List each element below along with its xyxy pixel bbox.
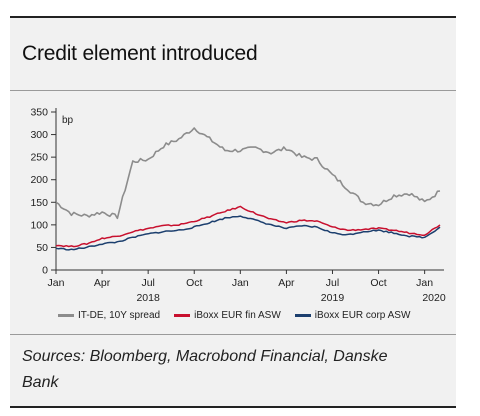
y-tick-label-150: 150 [30, 197, 48, 209]
x-tick-label-2: Jul [141, 277, 154, 289]
y-tick-label-250: 250 [30, 152, 48, 164]
line-chart: 0 50 100 150 200 250 300 350 bp Jan Apr Jul Oct Jan Ap… [30, 107, 446, 305]
x-year-label-2018: 2018 [136, 292, 160, 304]
x-tick-label-0: Jan [48, 277, 65, 289]
chart-panel: Credit element introduced 0 50 100 150 200 25… [10, 16, 456, 408]
top-divider [10, 16, 456, 18]
x-tick-label-4: Jan [232, 277, 249, 289]
series-line-fin [55, 205, 441, 248]
bottom-divider [10, 406, 456, 408]
y-tick-label-50: 50 [36, 242, 48, 254]
y-axis-unit-label: bp [62, 115, 74, 126]
x-year-label-2020: 2020 [422, 292, 446, 304]
x-tick-label-8: Jan [416, 277, 433, 289]
y-tick-label-200: 200 [30, 174, 48, 186]
title-divider [10, 90, 456, 91]
chart-area: 0 50 100 150 200 250 300 350 bp Jan Apr Jul Oct Jan Ap… [10, 100, 456, 320]
legend-swatch-fin [174, 314, 191, 317]
source-divider [10, 334, 456, 335]
y-tick-label-300: 300 [30, 129, 48, 141]
x-tick-label-1: Apr [94, 277, 111, 289]
y-tick-label-0: 0 [42, 265, 48, 277]
legend-item-it-de: IT-DE, 10Y spread [58, 310, 160, 321]
source-note: Sources: Bloomberg, Macrobond Financial,… [22, 348, 388, 391]
series-line-it-de [55, 127, 441, 220]
y-tick-label-100: 100 [30, 219, 48, 231]
x-year-label-2019: 2019 [321, 292, 345, 304]
legend-swatch-it-de [58, 314, 74, 317]
legend-item-corp: iBoxx EUR corp ASW [294, 310, 411, 321]
x-tick-label-5: Apr [278, 277, 295, 289]
legend-swatch-corp [294, 314, 311, 317]
legend-label-fin: iBoxx EUR fin ASW [194, 310, 281, 321]
legend-label-corp: iBoxx EUR corp ASW [314, 310, 411, 321]
x-tick-label-7: Oct [370, 277, 386, 289]
chart-title: Credit element introduced [22, 42, 258, 65]
chart-legend: IT-DE, 10Y spread iBoxx EUR fin ASW iBox… [58, 310, 410, 321]
x-tick-label-6: Jul [326, 277, 339, 289]
x-tick-label-3: Oct [186, 277, 202, 289]
y-tick-label-350: 350 [30, 107, 48, 119]
series-line-corp [55, 215, 441, 251]
legend-item-fin: iBoxx EUR fin ASW [174, 310, 281, 321]
legend-label-it-de: IT-DE, 10Y spread [78, 310, 161, 321]
